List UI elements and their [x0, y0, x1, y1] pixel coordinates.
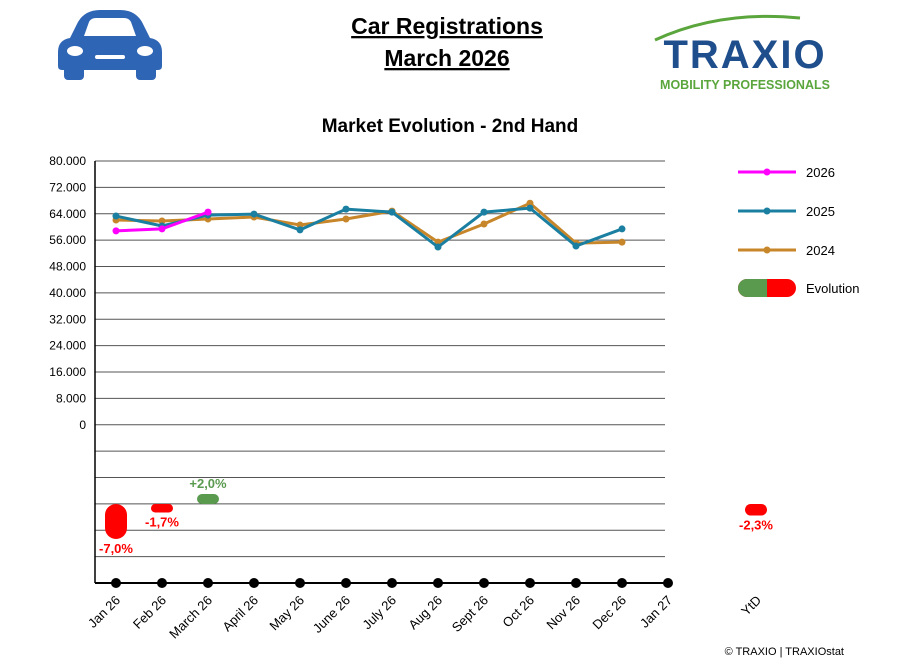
- series-point: [434, 243, 442, 251]
- legend-swatch: [763, 246, 771, 254]
- series-point: [480, 220, 488, 228]
- x-tick-dot: [111, 578, 121, 588]
- y-tick-label: 72.000: [49, 180, 86, 194]
- x-tick-label: April 26: [219, 593, 261, 635]
- y-tick-label: 40.000: [49, 286, 86, 300]
- y-tick-label: 16.000: [49, 365, 86, 379]
- y-tick-label: 80.000: [49, 154, 86, 168]
- series-point: [342, 205, 350, 213]
- evolution-label: -1,7%: [145, 515, 179, 530]
- x-tick-label: Dec 26: [589, 593, 629, 633]
- x-tick-dot: [295, 578, 305, 588]
- series-point: [158, 225, 166, 233]
- y-tick-label: 48.000: [49, 260, 86, 274]
- evolution-bar: [745, 504, 767, 516]
- series-line: [115, 201, 623, 245]
- chart-title: Market Evolution - 2nd Hand: [322, 116, 579, 137]
- title-line: Car Registrations: [351, 13, 543, 39]
- x-tick-dot: [479, 578, 489, 588]
- y-tick-label: 64.000: [49, 207, 86, 221]
- series-point: [526, 199, 534, 207]
- series-point: [296, 226, 304, 234]
- x-tick-dot: [249, 578, 259, 588]
- series-point: [480, 208, 488, 216]
- car-icon: [58, 10, 162, 80]
- y-tick-label: 24.000: [49, 339, 86, 353]
- x-tick-label: Oct 26: [499, 593, 537, 631]
- x-tick-label: Jan 27: [637, 593, 675, 631]
- series-point: [342, 215, 350, 223]
- legend-label: 2026: [806, 165, 835, 180]
- evolution-label: -7,0%: [99, 541, 133, 556]
- evolution-bar: [151, 504, 173, 513]
- x-tick-dot: [663, 578, 673, 588]
- x-tick-label: Sept 26: [449, 593, 491, 635]
- x-tick-label: YtD: [738, 593, 764, 619]
- x-tick-label: Jan 26: [85, 593, 123, 631]
- legend-label: 2024: [806, 243, 835, 258]
- logo-tagline: MOBILITY PROFESSIONALS: [660, 78, 830, 92]
- logo-name: TRAXIO: [663, 33, 826, 77]
- x-tick-label: Aug 26: [405, 593, 445, 633]
- logo-swoosh: [654, 14, 801, 42]
- series-point: [618, 238, 626, 246]
- evolution-label: -2,3%: [739, 518, 773, 533]
- legend-swatch: [763, 207, 771, 215]
- series-point: [204, 208, 212, 216]
- series-point: [388, 208, 396, 216]
- evolution-bar: [105, 504, 127, 539]
- evolution-bar: [197, 494, 219, 504]
- x-tick-label: Nov 26: [543, 593, 583, 633]
- y-tick-label: 0: [79, 418, 86, 432]
- series-point: [112, 227, 120, 235]
- x-tick-dot: [387, 578, 397, 588]
- legend-swatch: [738, 279, 767, 297]
- x-tick-dot: [617, 578, 627, 588]
- y-tick-label: 8.000: [56, 391, 86, 405]
- evolution-label: +2,0%: [189, 476, 227, 491]
- series-point: [112, 212, 120, 220]
- series-point: [526, 204, 534, 212]
- series-point: [572, 242, 580, 250]
- x-tick-dot: [525, 578, 535, 588]
- x-tick-dot: [433, 578, 443, 588]
- series-point: [618, 225, 626, 233]
- legend-swatch: [763, 168, 771, 176]
- footer: © TRAXIO | TRAXIOstat: [725, 646, 844, 658]
- x-tick-label: July 26: [359, 593, 399, 633]
- series-point: [296, 221, 304, 229]
- x-tick-dot: [203, 578, 213, 588]
- x-tick-label: June 26: [310, 593, 353, 636]
- x-tick-dot: [157, 578, 167, 588]
- series-line: [115, 206, 623, 249]
- legend-label: 2025: [806, 204, 835, 219]
- y-tick-label: 56.000: [49, 233, 86, 247]
- x-tick-label: May 26: [266, 593, 307, 634]
- series-point: [158, 217, 166, 225]
- x-tick-label: Feb 26: [130, 593, 169, 632]
- x-tick-dot: [571, 578, 581, 588]
- legend-label: Evolution: [806, 281, 859, 296]
- x-tick-label: March 26: [166, 593, 215, 642]
- y-tick-label: 32.000: [49, 312, 86, 326]
- series-point: [250, 210, 258, 218]
- x-tick-dot: [341, 578, 351, 588]
- title-line: March 2026: [384, 45, 509, 71]
